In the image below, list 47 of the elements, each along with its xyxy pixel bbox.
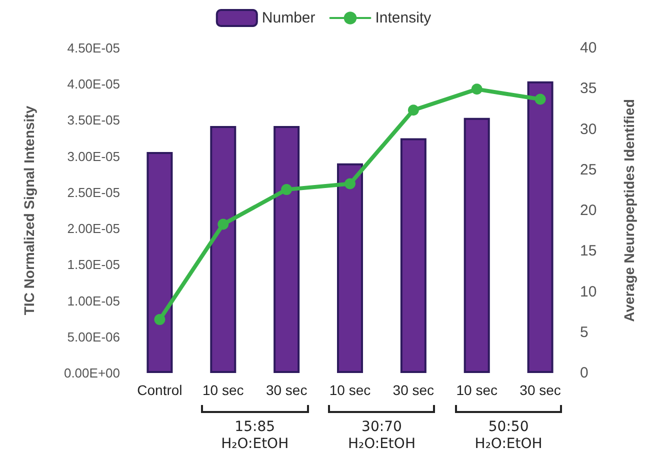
- y-tick-label: 3.00E-05: [67, 148, 120, 164]
- bar: [527, 81, 554, 373]
- point: [218, 218, 229, 230]
- y-tick-label: 4.50E-05: [67, 40, 120, 56]
- y-tick-label: 2.50E-05: [67, 184, 120, 200]
- text: 30:70 H₂O:EtOH: [346, 419, 416, 453]
- point: [408, 104, 419, 116]
- x-tick-label: 30 sec: [392, 382, 434, 398]
- y-tick-label: 1.50E-05: [67, 257, 120, 272]
- text: 50:50 H₂O:EtOH: [474, 419, 544, 453]
- y2-tick-label: 40: [580, 40, 597, 56]
- bar: [464, 118, 490, 373]
- y-tick-label: 1.00E-05: [67, 293, 120, 308]
- y-tick-label: 2.00E-05: [67, 221, 120, 236]
- y2-tick-label: 5: [580, 324, 588, 341]
- y-tick-label: 4.00E-05: [67, 76, 120, 92]
- point: [471, 84, 482, 95]
- bar: [146, 152, 173, 373]
- point: [154, 314, 166, 326]
- text: 15:85 H₂O:EtOH: [220, 419, 290, 453]
- y2-tick-label: 15: [580, 242, 597, 260]
- legend-label: Intensity: [375, 10, 432, 26]
- y2-tick-label: 0: [580, 364, 588, 382]
- y-tick-label: 3.50E-05: [67, 112, 120, 128]
- x-tick-label: 30 sec: [266, 382, 308, 398]
- point: [281, 184, 292, 196]
- legend-label: Number: [262, 10, 316, 26]
- y2-tick-label: 30: [580, 120, 597, 138]
- x-tick-label: 10 sec: [202, 382, 244, 398]
- y-tick-label: 5.00E-06: [67, 329, 120, 344]
- bar: [400, 138, 426, 373]
- y2-axis-title: Average Neuropeptides Identified: [621, 99, 637, 322]
- x-tick-label: 10 sec: [456, 382, 498, 398]
- y-axis-title: TIC Normalized Signal Intensity: [21, 106, 37, 316]
- y-tick-label: 0.00E+00: [64, 366, 120, 380]
- y2-tick-label: 20: [580, 202, 597, 219]
- bar: [274, 126, 300, 373]
- point: [534, 94, 546, 105]
- x-tick-label: Control: [137, 382, 182, 398]
- y2-tick-label: 25: [580, 161, 597, 178]
- y2-tick-label: 10: [580, 283, 597, 300]
- point: [344, 178, 356, 190]
- bar: [337, 163, 363, 373]
- x-tick-label: 10 sec: [329, 382, 371, 398]
- y2-tick-label: 35: [580, 80, 597, 98]
- bar: [210, 126, 236, 373]
- x-tick-label: 30 sec: [520, 382, 561, 398]
